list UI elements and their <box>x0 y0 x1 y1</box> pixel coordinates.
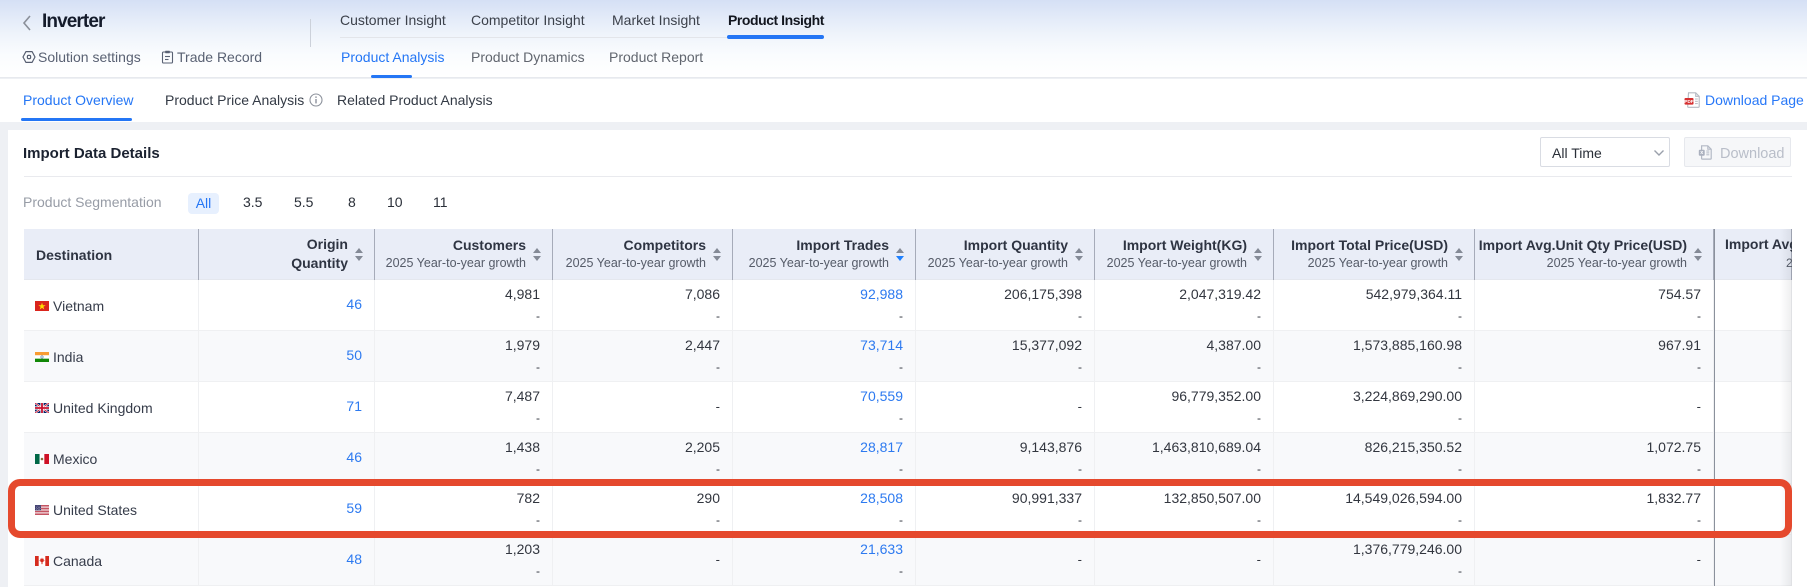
svg-text:x: x <box>1700 150 1703 156</box>
svg-text:PDF: PDF <box>1684 99 1693 104</box>
